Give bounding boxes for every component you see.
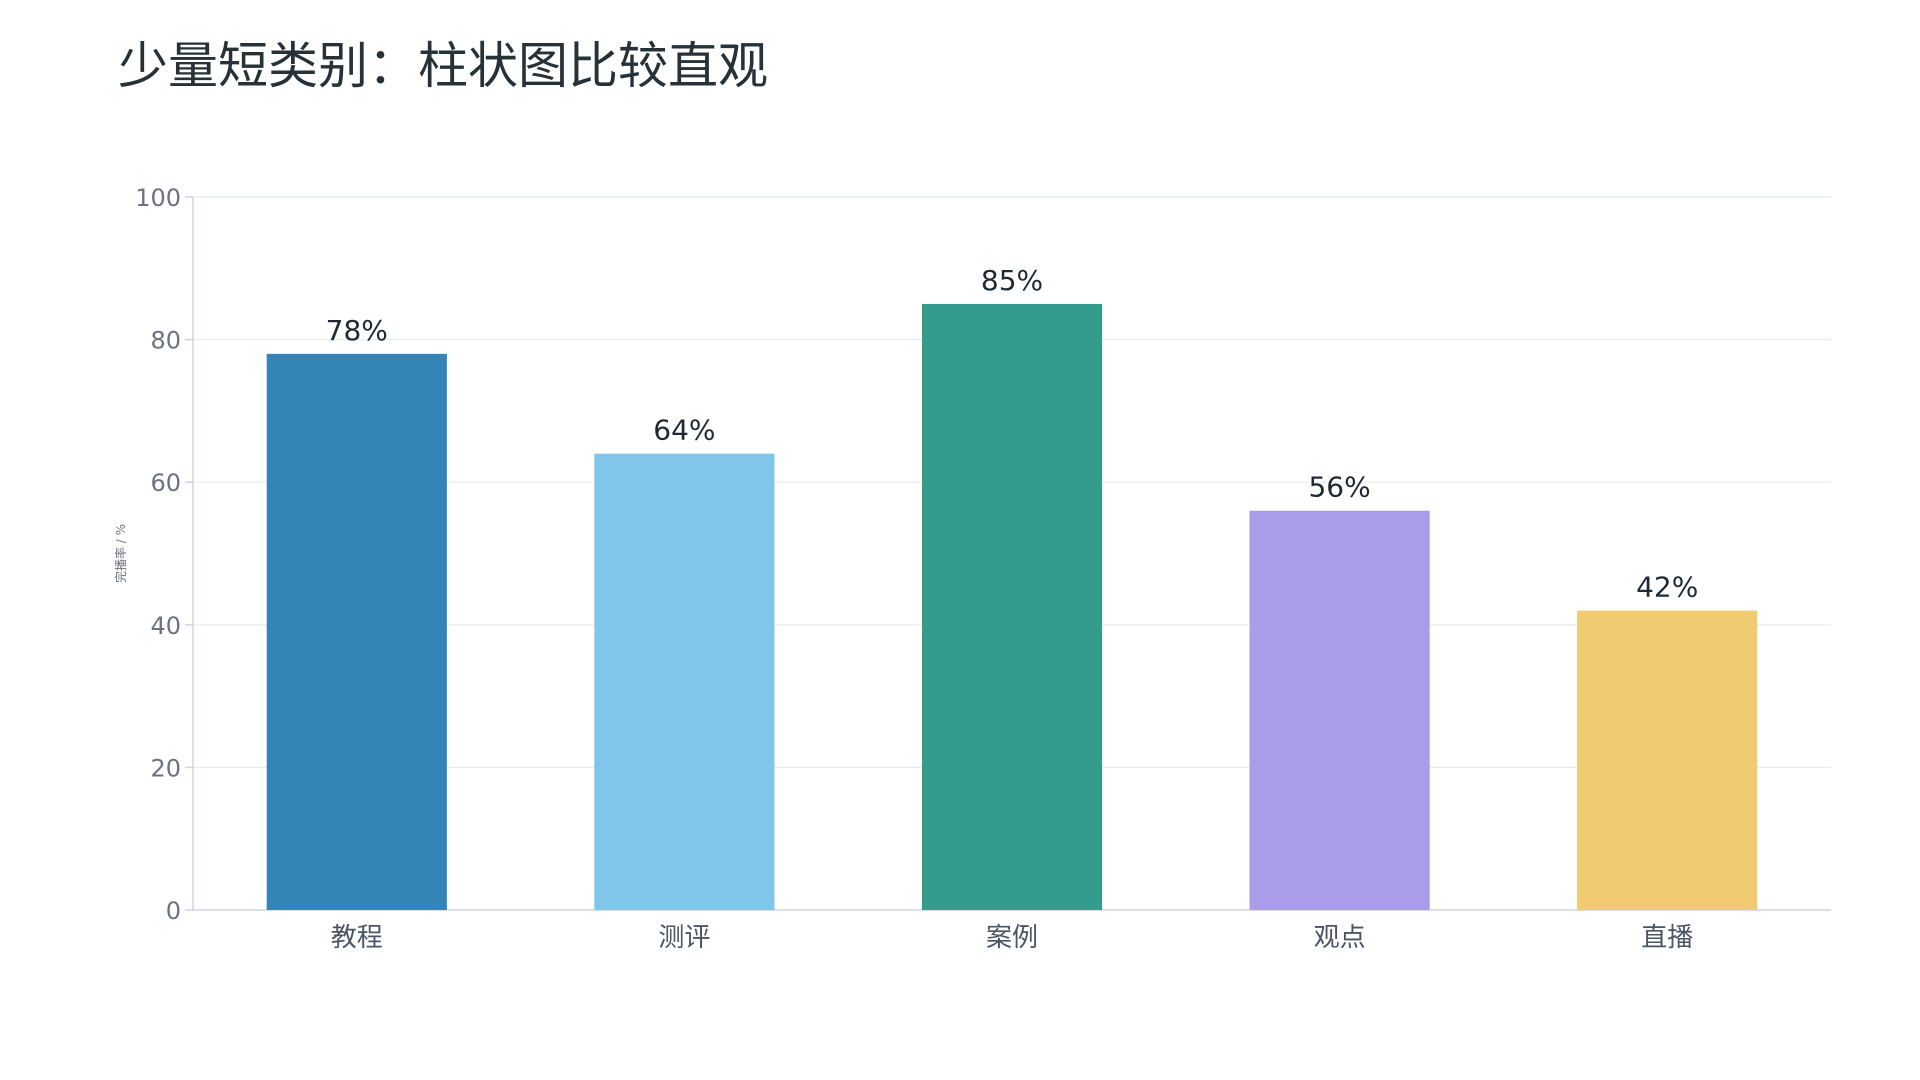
- bar: [594, 453, 775, 910]
- bars: [266, 303, 1758, 910]
- bar: [266, 353, 447, 910]
- data-label: 78%: [326, 314, 388, 347]
- data-label: 64%: [653, 414, 715, 447]
- data-label: 42%: [1636, 571, 1698, 604]
- y-tick-label: 40: [150, 612, 181, 640]
- y-tick-label: 100: [135, 184, 181, 212]
- data-label: 56%: [1308, 471, 1370, 504]
- bar: [921, 303, 1103, 910]
- y-tick-labels: 0 20 40 60 80 100: [135, 184, 181, 925]
- x-tick-label: 观点: [1314, 923, 1366, 953]
- data-labels: 78% 64% 85% 56% 42%: [326, 264, 1699, 604]
- y-tick-label: 60: [150, 469, 181, 497]
- y-tick-label: 80: [150, 327, 181, 355]
- y-tick-label: 0: [166, 897, 181, 925]
- x-tick-label: 案例: [986, 923, 1038, 953]
- y-tick-label: 20: [150, 754, 181, 782]
- x-tick-label: 教程: [331, 923, 383, 953]
- bar: [1577, 610, 1758, 910]
- category-labels: 教程 测评 案例 观点 直播: [331, 923, 1693, 953]
- bar: [1249, 510, 1430, 910]
- x-tick-label: 测评: [658, 923, 710, 953]
- x-tick-label: 直播: [1641, 923, 1693, 953]
- y-axis-title: 完播率 / %: [113, 524, 128, 583]
- chart-title: 少量短类别：柱状图比较直观: [118, 37, 768, 95]
- data-label: 85%: [981, 264, 1043, 297]
